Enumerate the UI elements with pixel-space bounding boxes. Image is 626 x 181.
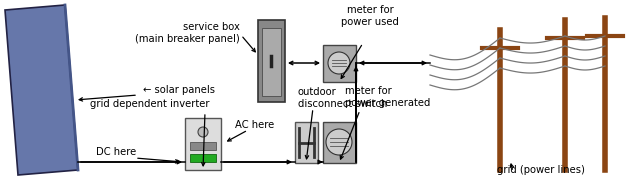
Bar [323, 45, 356, 82]
Text: service box
(main breaker panel): service box (main breaker panel) [135, 22, 240, 44]
Text: meter for
power used: meter for power used [341, 5, 399, 27]
Bar [258, 20, 285, 102]
Bar [185, 118, 221, 170]
Bar [190, 142, 216, 150]
Text: grid dependent inverter: grid dependent inverter [90, 99, 210, 109]
Text: DC here: DC here [96, 147, 136, 157]
Text: meter for
power generated: meter for power generated [345, 86, 431, 108]
Circle shape [326, 129, 352, 155]
Text: ← solar panels: ← solar panels [143, 85, 215, 95]
Bar [295, 122, 318, 163]
Text: grid (power lines): grid (power lines) [497, 165, 585, 175]
Polygon shape [5, 5, 78, 175]
Text: AC here: AC here [235, 120, 274, 130]
Circle shape [328, 52, 350, 74]
Text: outdoor
disconnect switch: outdoor disconnect switch [298, 87, 387, 109]
Circle shape [198, 127, 208, 137]
Bar [262, 28, 281, 96]
Bar [323, 122, 356, 163]
Bar [190, 154, 216, 162]
